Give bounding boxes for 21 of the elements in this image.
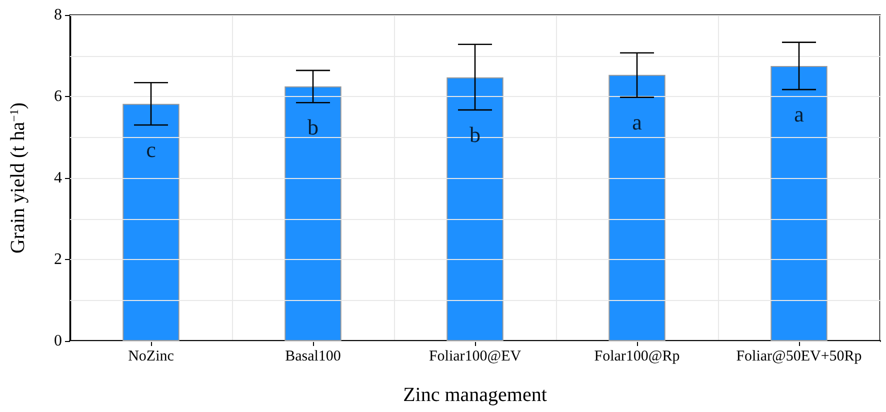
bar bbox=[770, 66, 828, 341]
annotation: b bbox=[308, 114, 318, 140]
y-tick-label: 0 bbox=[54, 332, 62, 350]
bar bbox=[122, 104, 180, 341]
x-tick-label: Basal100 bbox=[285, 348, 341, 364]
bar bbox=[608, 74, 666, 341]
annotation: a bbox=[632, 109, 642, 134]
x-axis-title: Zinc management bbox=[403, 384, 548, 406]
x-tick-label: Folar100@Rp bbox=[594, 348, 680, 364]
x-tick-label: NoZinc bbox=[128, 348, 174, 364]
bar bbox=[446, 77, 504, 341]
annotation: c bbox=[146, 136, 156, 162]
annotation: a bbox=[794, 102, 804, 127]
y-tick-label: 4 bbox=[54, 170, 62, 186]
y-tick-label: 8 bbox=[54, 6, 62, 24]
x-tick-label: Foliar100@EV bbox=[428, 348, 522, 364]
y-axis-title: Grain yield (t ha−1) bbox=[7, 102, 29, 254]
x-tick-label: Foliar@50EV+50Rp bbox=[736, 348, 862, 364]
bar bbox=[284, 86, 342, 341]
y-tick-label: 2 bbox=[54, 251, 62, 268]
y-tick-label: 6 bbox=[54, 88, 62, 105]
